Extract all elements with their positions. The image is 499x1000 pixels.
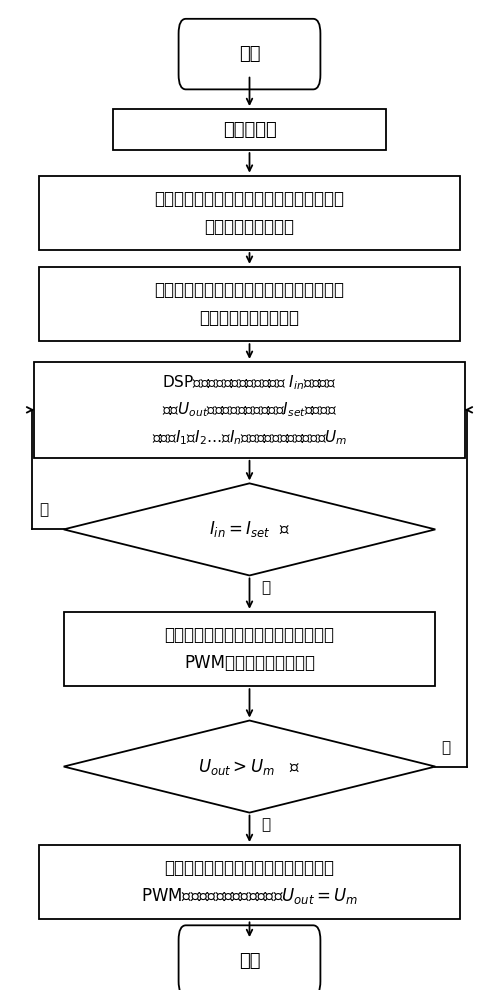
Text: 结束: 结束 xyxy=(239,952,260,970)
Text: 是: 是 xyxy=(261,818,271,833)
Text: $I_{in}=I_{set}$  ？: $I_{in}=I_{set}$ ？ xyxy=(209,519,290,539)
Bar xyxy=(113,109,386,150)
FancyBboxPatch shape xyxy=(179,925,320,996)
Polygon shape xyxy=(64,720,435,813)
Text: 支路电流比计算模块根据各相支路温度值计: 支路电流比计算模块根据各相支路温度值计 xyxy=(155,281,344,299)
Text: PWM脉冲信号占空比大小: PWM脉冲信号占空比大小 xyxy=(184,654,315,672)
Text: $U_{out}>U_m$   ？: $U_{out}>U_m$ ？ xyxy=(198,757,301,777)
Text: 并进行相关滤波处理: 并进行相关滤波处理 xyxy=(205,218,294,236)
Bar xyxy=(39,845,460,919)
Text: 系统初始化: 系统初始化 xyxy=(223,121,276,139)
Text: DSP控制器模块获取输入电流值 $I_{in}$、输出电: DSP控制器模块获取输入电流值 $I_{in}$、输出电 xyxy=(162,373,337,392)
Text: 否: 否 xyxy=(261,580,271,595)
Text: PWM脉冲信号占空比大小，直至$U_{out}=U_m$: PWM脉冲信号占空比大小，直至$U_{out}=U_m$ xyxy=(141,886,358,906)
Bar xyxy=(64,612,435,686)
Bar xyxy=(34,362,465,458)
Text: 开始: 开始 xyxy=(239,45,260,63)
Text: 按计算得到的支路电流比调整各相支路: 按计算得到的支路电流比调整各相支路 xyxy=(165,626,334,644)
Polygon shape xyxy=(64,483,435,575)
Text: 压值$U_{out}$、整车需求输入电流值$I_{set}$及各支路: 压值$U_{out}$、整车需求输入电流值$I_{set}$及各支路 xyxy=(162,400,337,419)
Text: 电流值$I_1$、$I_2$…、$I_n$，最大限定输出电压值为$U_m$: 电流值$I_1$、$I_2$…、$I_n$，最大限定输出电压值为$U_m$ xyxy=(152,428,347,447)
Text: 支路电流比计算模块获取各相支路温度值，: 支路电流比计算模块获取各相支路温度值， xyxy=(155,190,344,208)
Text: 按计算得到的支路电流比调整各相支路: 按计算得到的支路电流比调整各相支路 xyxy=(165,859,334,877)
Text: 算得到各相支路电流比: 算得到各相支路电流比 xyxy=(200,309,299,327)
Text: 是: 是 xyxy=(39,503,49,518)
Bar xyxy=(39,267,460,341)
Bar xyxy=(39,176,460,250)
Text: 否: 否 xyxy=(441,740,450,755)
FancyBboxPatch shape xyxy=(179,19,320,89)
